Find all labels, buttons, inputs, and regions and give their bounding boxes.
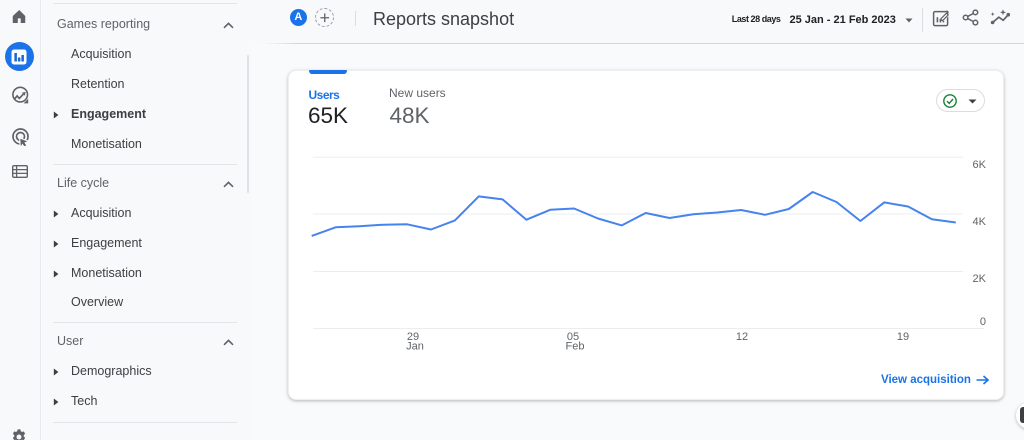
svg-text:0: 0 xyxy=(980,316,986,328)
svg-text:6K: 6K xyxy=(973,159,987,171)
svg-text:19: 19 xyxy=(897,331,909,343)
svg-text:12: 12 xyxy=(736,331,748,343)
svg-text:Feb: Feb xyxy=(566,341,585,353)
svg-text:29: 29 xyxy=(407,331,419,343)
svg-text:Jan: Jan xyxy=(406,341,424,353)
svg-text:4K: 4K xyxy=(973,216,987,228)
svg-text:05: 05 xyxy=(567,331,579,343)
svg-text:2K: 2K xyxy=(973,273,987,285)
